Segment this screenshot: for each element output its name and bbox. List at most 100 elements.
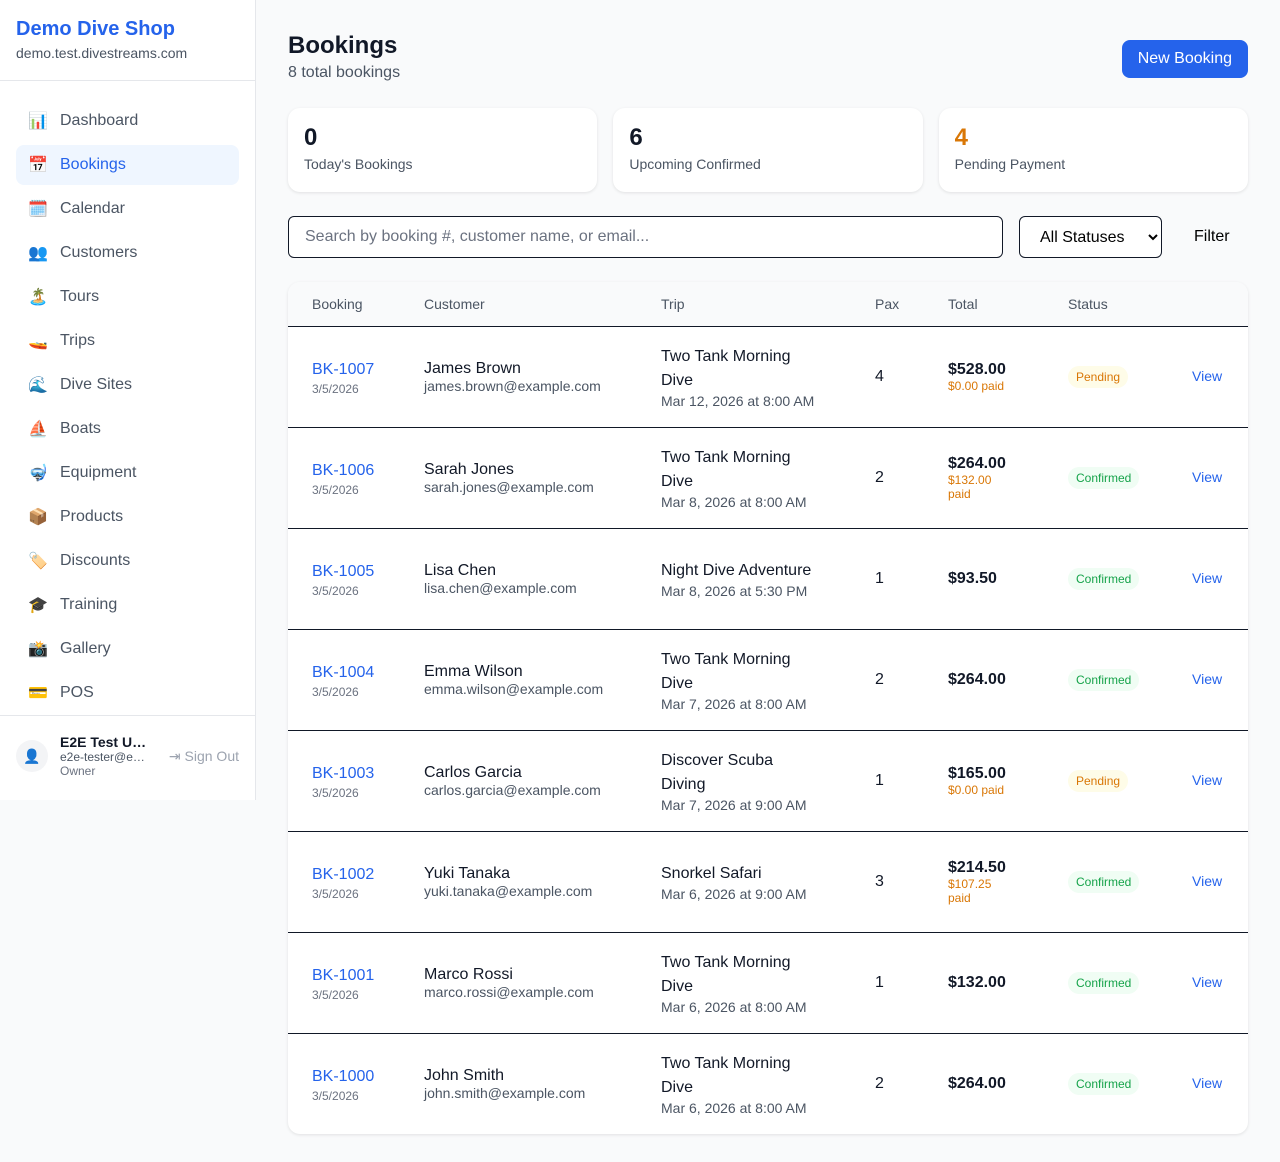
column-header: Booking xyxy=(288,282,400,327)
sidebar-item-label: Tours xyxy=(60,288,100,305)
sidebar-item-products[interactable]: 📦 Products xyxy=(16,497,239,537)
sidebar-item-dive-sites[interactable]: 🌊 Dive Sites xyxy=(16,365,239,405)
search-input[interactable] xyxy=(288,216,1003,258)
total-amount: $165.00 xyxy=(948,764,1006,782)
customer-name: Marco Rossi xyxy=(424,965,513,983)
sign-out-label: Sign Out xyxy=(184,747,239,764)
sidebar-item-calendar[interactable]: 🗓️ Calendar xyxy=(16,189,239,229)
sidebar-item-label: Training xyxy=(60,596,118,613)
status-badge: Confirmed xyxy=(1068,971,1140,994)
customer-email: sarah.jones@example.com xyxy=(424,478,594,495)
sidebar-item-label: Trips xyxy=(60,332,95,349)
trip-date: Mar 12, 2026 at 8:00 AM xyxy=(661,392,815,409)
total-amount: $214.50 xyxy=(948,858,1006,876)
shop-name[interactable]: Demo Dive Shop xyxy=(16,18,175,40)
pax-count: 3 xyxy=(851,831,924,933)
stat-label: Upcoming Confirmed xyxy=(629,156,761,172)
sidebar-item-label: Dive Sites xyxy=(60,376,133,393)
customer-name: Sarah Jones xyxy=(424,460,514,478)
tours-icon: 🏝️ xyxy=(28,289,48,306)
booking-link[interactable]: BK-1005 xyxy=(312,562,375,580)
customer-email: john.smith@example.com xyxy=(424,1084,586,1101)
booking-link[interactable]: BK-1004 xyxy=(312,663,375,681)
customers-icon: 👥 xyxy=(28,245,48,262)
customer-email: james.brown@example.com xyxy=(424,377,601,394)
new-booking-button[interactable]: New Booking xyxy=(1121,40,1248,78)
sidebar-item-equipment[interactable]: 🤿 Equipment xyxy=(16,453,239,493)
trip-date: Mar 7, 2026 at 8:00 AM xyxy=(661,695,807,712)
sidebar-item-bookings[interactable]: 📅 Bookings xyxy=(16,145,239,185)
table-row: BK-1005 3/5/2026 Lisa Chen lisa.chen@examp… xyxy=(288,528,1248,630)
stat-value: 0 xyxy=(304,124,318,151)
customer-name: John Smith xyxy=(424,1066,505,1084)
booking-link[interactable]: BK-1006 xyxy=(312,461,375,479)
sidebar-item-training[interactable]: 🎓 Training xyxy=(16,585,239,625)
view-link[interactable]: View xyxy=(1192,771,1223,788)
status-select[interactable]: All Statuses xyxy=(1019,216,1162,258)
stat-value: 4 xyxy=(954,124,969,151)
stat-card: 6 Upcoming Confirmed xyxy=(613,108,923,192)
sidebar-item-discounts[interactable]: 🏷️ Discounts xyxy=(16,541,239,581)
sidebar-item-tours[interactable]: 🏝️ Tours xyxy=(16,277,239,317)
sign-out-button[interactable]: ⇥ Sign Out xyxy=(169,748,239,765)
user-role: Owner xyxy=(60,764,96,778)
shop-domain: demo.test.divestreams.com xyxy=(16,45,188,61)
sidebar-item-gallery[interactable]: 📸 Gallery xyxy=(16,629,239,669)
booking-link[interactable]: BK-1007 xyxy=(312,360,375,378)
gallery-icon: 📸 xyxy=(28,641,48,658)
filter-button[interactable]: Filter xyxy=(1178,228,1246,246)
sidebar-item-label: Equipment xyxy=(60,464,137,481)
view-link[interactable]: View xyxy=(1192,973,1223,990)
view-link[interactable]: View xyxy=(1192,468,1223,485)
column-header: Customer xyxy=(400,282,637,327)
paid-amount: $0.00 paid xyxy=(948,782,1005,797)
sidebar-item-customers[interactable]: 👥 Customers xyxy=(16,233,239,273)
user-panel: 👤 E2E Test User e2e-tester@example.com O… xyxy=(0,715,255,796)
customer-name: Carlos Garcia xyxy=(424,763,522,781)
dashboard-icon: 📊 xyxy=(28,113,48,130)
column-header xyxy=(1168,282,1248,327)
view-link[interactable]: View xyxy=(1192,367,1223,384)
table-row: BK-1000 3/5/2026 John Smith john.smith@exa… xyxy=(288,1033,1248,1134)
column-header: Status xyxy=(1044,282,1168,327)
stat-label: Today's Bookings xyxy=(304,156,413,172)
view-link[interactable]: View xyxy=(1192,670,1223,687)
table-row: BK-1007 3/5/2026 James Brown james.brown@e… xyxy=(288,326,1248,428)
stats-row: 0 Today's Bookings 6 Upcoming Confirmed 4 Pen… xyxy=(288,108,1248,192)
brand: Demo Dive Shop demo.test.divestreams.com xyxy=(0,0,255,81)
view-link[interactable]: View xyxy=(1192,1074,1223,1091)
booking-link[interactable]: BK-1000 xyxy=(312,1067,375,1085)
sidebar-item-pos[interactable]: 💳 POS xyxy=(16,673,239,713)
customer-email: yuki.tanaka@example.com xyxy=(424,882,593,899)
table-row: BK-1004 3/5/2026 Emma Wilson emma.wilson@e… xyxy=(288,629,1248,731)
trip-date: Mar 7, 2026 at 9:00 AM xyxy=(661,796,807,813)
sidebar-item-label: Calendar xyxy=(60,200,125,217)
trip-name: Two Tank Morning Dive xyxy=(661,650,791,692)
booking-link[interactable]: BK-1001 xyxy=(312,966,375,984)
sidebar-item-label: Bookings xyxy=(60,156,126,173)
booking-date: 3/5/2026 xyxy=(312,1088,359,1103)
sidebar-item-boats[interactable]: ⛵ Boats xyxy=(16,409,239,449)
equipment-icon: 🤿 xyxy=(28,465,48,482)
user-name: E2E Test User xyxy=(60,734,148,750)
pax-count: 1 xyxy=(851,528,924,630)
booking-link[interactable]: BK-1003 xyxy=(312,764,375,782)
view-link[interactable]: View xyxy=(1192,872,1223,889)
sidebar-item-dashboard[interactable]: 📊 Dashboard xyxy=(16,101,239,141)
booking-date: 3/5/2026 xyxy=(312,785,359,800)
customer-name: Emma Wilson xyxy=(424,662,523,680)
sidebar: Demo Dive Shop demo.test.divestreams.com… xyxy=(0,0,256,800)
booking-link[interactable]: BK-1002 xyxy=(312,865,375,883)
status-badge: Pending xyxy=(1068,365,1129,388)
table-header: Booking Customer Trip Pax Total Status xyxy=(288,282,1248,327)
user-email: e2e-tester@example.com xyxy=(60,750,148,764)
sidebar-item-label: POS xyxy=(60,684,94,701)
boats-icon: ⛵ xyxy=(28,421,48,438)
booking-date: 3/5/2026 xyxy=(312,987,359,1002)
trip-name: Two Tank Morning Dive xyxy=(661,1054,791,1096)
stat-card: 4 Pending Payment xyxy=(938,108,1248,192)
pax-count: 2 xyxy=(851,629,924,731)
calendar-icon: 🗓️ xyxy=(28,201,48,218)
sidebar-item-trips[interactable]: 🚤 Trips xyxy=(16,321,239,361)
view-link[interactable]: View xyxy=(1192,569,1223,586)
